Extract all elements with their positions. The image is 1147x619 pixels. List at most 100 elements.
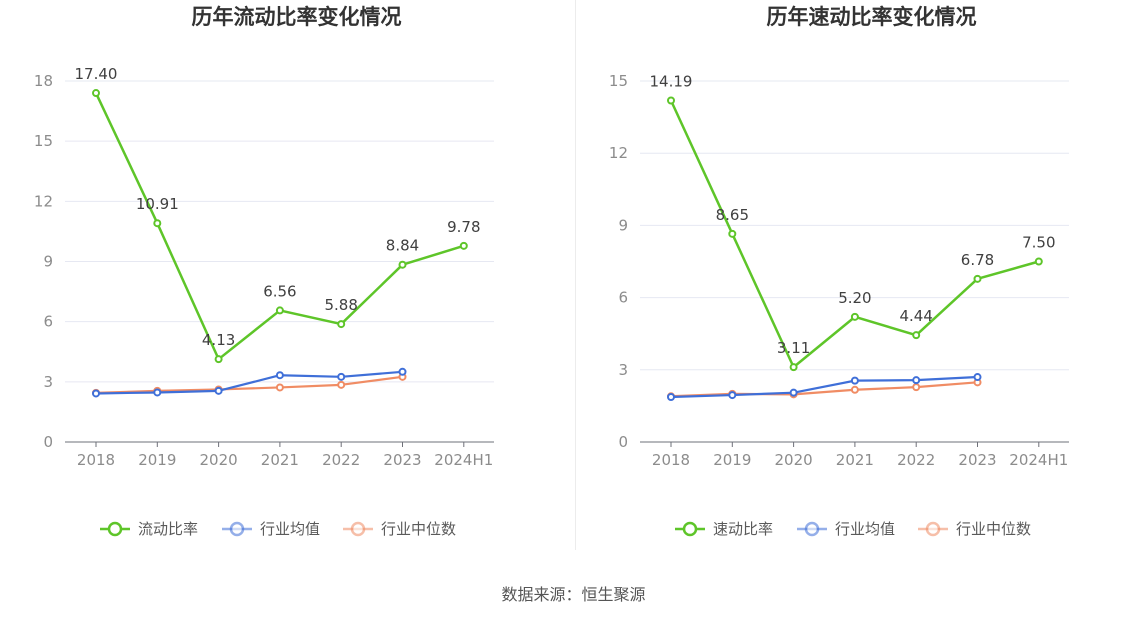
data-point — [850, 312, 859, 321]
x-tick-label: 2021 — [261, 451, 299, 469]
data-label: 4.13 — [202, 331, 235, 349]
chart-title: 历年速动比率变化情况 — [767, 5, 977, 29]
data-point — [912, 376, 921, 385]
y-tick-label: 6 — [43, 313, 53, 331]
y-tick-label: 12 — [34, 192, 53, 210]
series-line — [94, 92, 465, 361]
data-label: 5.88 — [324, 296, 357, 314]
x-tick-label: 2022 — [897, 451, 935, 469]
legend-swatch-marker — [229, 521, 245, 537]
legend-label: 流动比率 — [138, 520, 198, 538]
series-line — [669, 99, 1040, 369]
series-1 — [92, 367, 407, 398]
data-point — [973, 373, 982, 382]
legend-label: 行业中位数 — [381, 520, 456, 538]
current-ratio-chart: 历年流动比率变化情况 0 3 6 9 12 15 18 2018 2019 2020 2021 2022… — [34, 5, 494, 538]
data-point — [398, 260, 407, 269]
data-point — [337, 372, 346, 381]
data-point — [398, 367, 407, 376]
data-point — [214, 355, 223, 364]
legend-swatch-marker — [925, 521, 941, 537]
data-point — [789, 388, 798, 397]
x-tick-label: 2019 — [138, 451, 176, 469]
y-tick-label: 3 — [618, 361, 628, 379]
data-label: 7.50 — [1022, 234, 1055, 252]
y-tick-label: 6 — [618, 289, 628, 307]
series-0: 14.19 8.65 3.11 5.20 4.44 6.78 7.50 — [650, 72, 1056, 372]
legend-swatch-marker — [682, 521, 698, 537]
legend-label: 行业中位数 — [956, 520, 1031, 538]
chart-title: 历年流动比率变化情况 — [192, 5, 402, 29]
x-tick-label: 2023 — [383, 451, 421, 469]
data-label: 8.65 — [716, 206, 749, 224]
y-tick-label: 12 — [609, 144, 628, 162]
current-ratio-chart-panel: 历年流动比率变化情况 0 3 6 9 12 15 18 2018 2019 2020 2021 2022… — [0, 0, 574, 560]
data-point — [92, 89, 100, 98]
quick-ratio-chart: 历年速动比率变化情况 0 3 6 9 12 15 2018 2019 2020 2021 2022 20… — [609, 5, 1069, 538]
x-tick-label: 2018 — [652, 451, 690, 469]
legend-swatch-marker — [804, 521, 820, 537]
data-point — [850, 376, 859, 385]
series-line — [95, 370, 403, 395]
legend-item-2: 行业中位数 — [343, 520, 456, 538]
legend-swatch-marker — [350, 521, 366, 537]
data-point — [337, 380, 346, 389]
data-point — [912, 383, 921, 392]
series-line — [670, 381, 978, 398]
y-tick-label: 0 — [43, 433, 53, 451]
legend-item-0: 流动比率 — [100, 520, 198, 538]
data-point — [459, 241, 468, 250]
data-point — [275, 371, 284, 380]
data-point — [728, 229, 737, 238]
y-tick-label: 9 — [618, 216, 628, 234]
x-tick-label: 2021 — [836, 451, 874, 469]
legend-label: 行业均值 — [260, 520, 320, 538]
y-tick-label: 15 — [609, 72, 628, 90]
data-source-note: 数据来源：恒生聚源 — [501, 585, 646, 604]
y-tick-label: 18 — [34, 72, 53, 90]
x-tick-label: 2019 — [713, 451, 751, 469]
data-point — [728, 391, 737, 400]
legend-item-1: 行业均值 — [797, 520, 895, 538]
data-label: 6.56 — [263, 282, 296, 300]
data-point — [92, 389, 100, 398]
data-label: 6.78 — [961, 251, 994, 269]
data-label: 8.84 — [386, 237, 419, 255]
data-point — [153, 388, 162, 397]
data-point — [337, 320, 346, 329]
panel-divider — [575, 0, 576, 550]
legend-label: 行业均值 — [835, 520, 895, 538]
data-label: 17.40 — [75, 65, 118, 83]
y-tick-label: 15 — [34, 132, 53, 150]
data-point — [912, 331, 921, 340]
y-tick-label: 0 — [618, 433, 628, 451]
x-tick-label: 2018 — [77, 451, 115, 469]
series-0: 17.40 10.91 4.13 6.56 5.88 8.84 9.78 — [75, 65, 481, 364]
x-tick-label: 2020 — [775, 451, 813, 469]
data-point — [667, 392, 675, 401]
series-line — [670, 375, 978, 399]
series-1 — [667, 373, 982, 401]
x-tick-label: 2020 — [200, 451, 238, 469]
y-tick-label: 3 — [43, 373, 53, 391]
data-label: 14.19 — [650, 72, 693, 90]
data-point — [850, 385, 859, 394]
data-point — [789, 363, 798, 372]
legend-item-2: 行业中位数 — [918, 520, 1031, 538]
data-label: 4.44 — [899, 307, 932, 325]
legend-item-1: 行业均值 — [222, 520, 320, 538]
x-tick-label: 2024H1 — [1009, 451, 1068, 469]
x-tick-label: 2023 — [958, 451, 996, 469]
data-point — [153, 219, 162, 228]
data-point — [275, 383, 284, 392]
data-point — [1034, 257, 1043, 266]
y-tick-label: 9 — [43, 253, 53, 271]
data-label: 5.20 — [838, 289, 871, 307]
data-label: 9.78 — [447, 218, 480, 236]
legend-swatch-marker — [107, 521, 123, 537]
quick-ratio-chart-panel: 历年速动比率变化情况 0 3 6 9 12 15 2018 2019 2020 2021 2022 20… — [575, 0, 1147, 560]
data-point — [973, 274, 982, 283]
data-point — [275, 306, 284, 315]
x-tick-label: 2022 — [322, 451, 360, 469]
data-point — [214, 386, 223, 395]
